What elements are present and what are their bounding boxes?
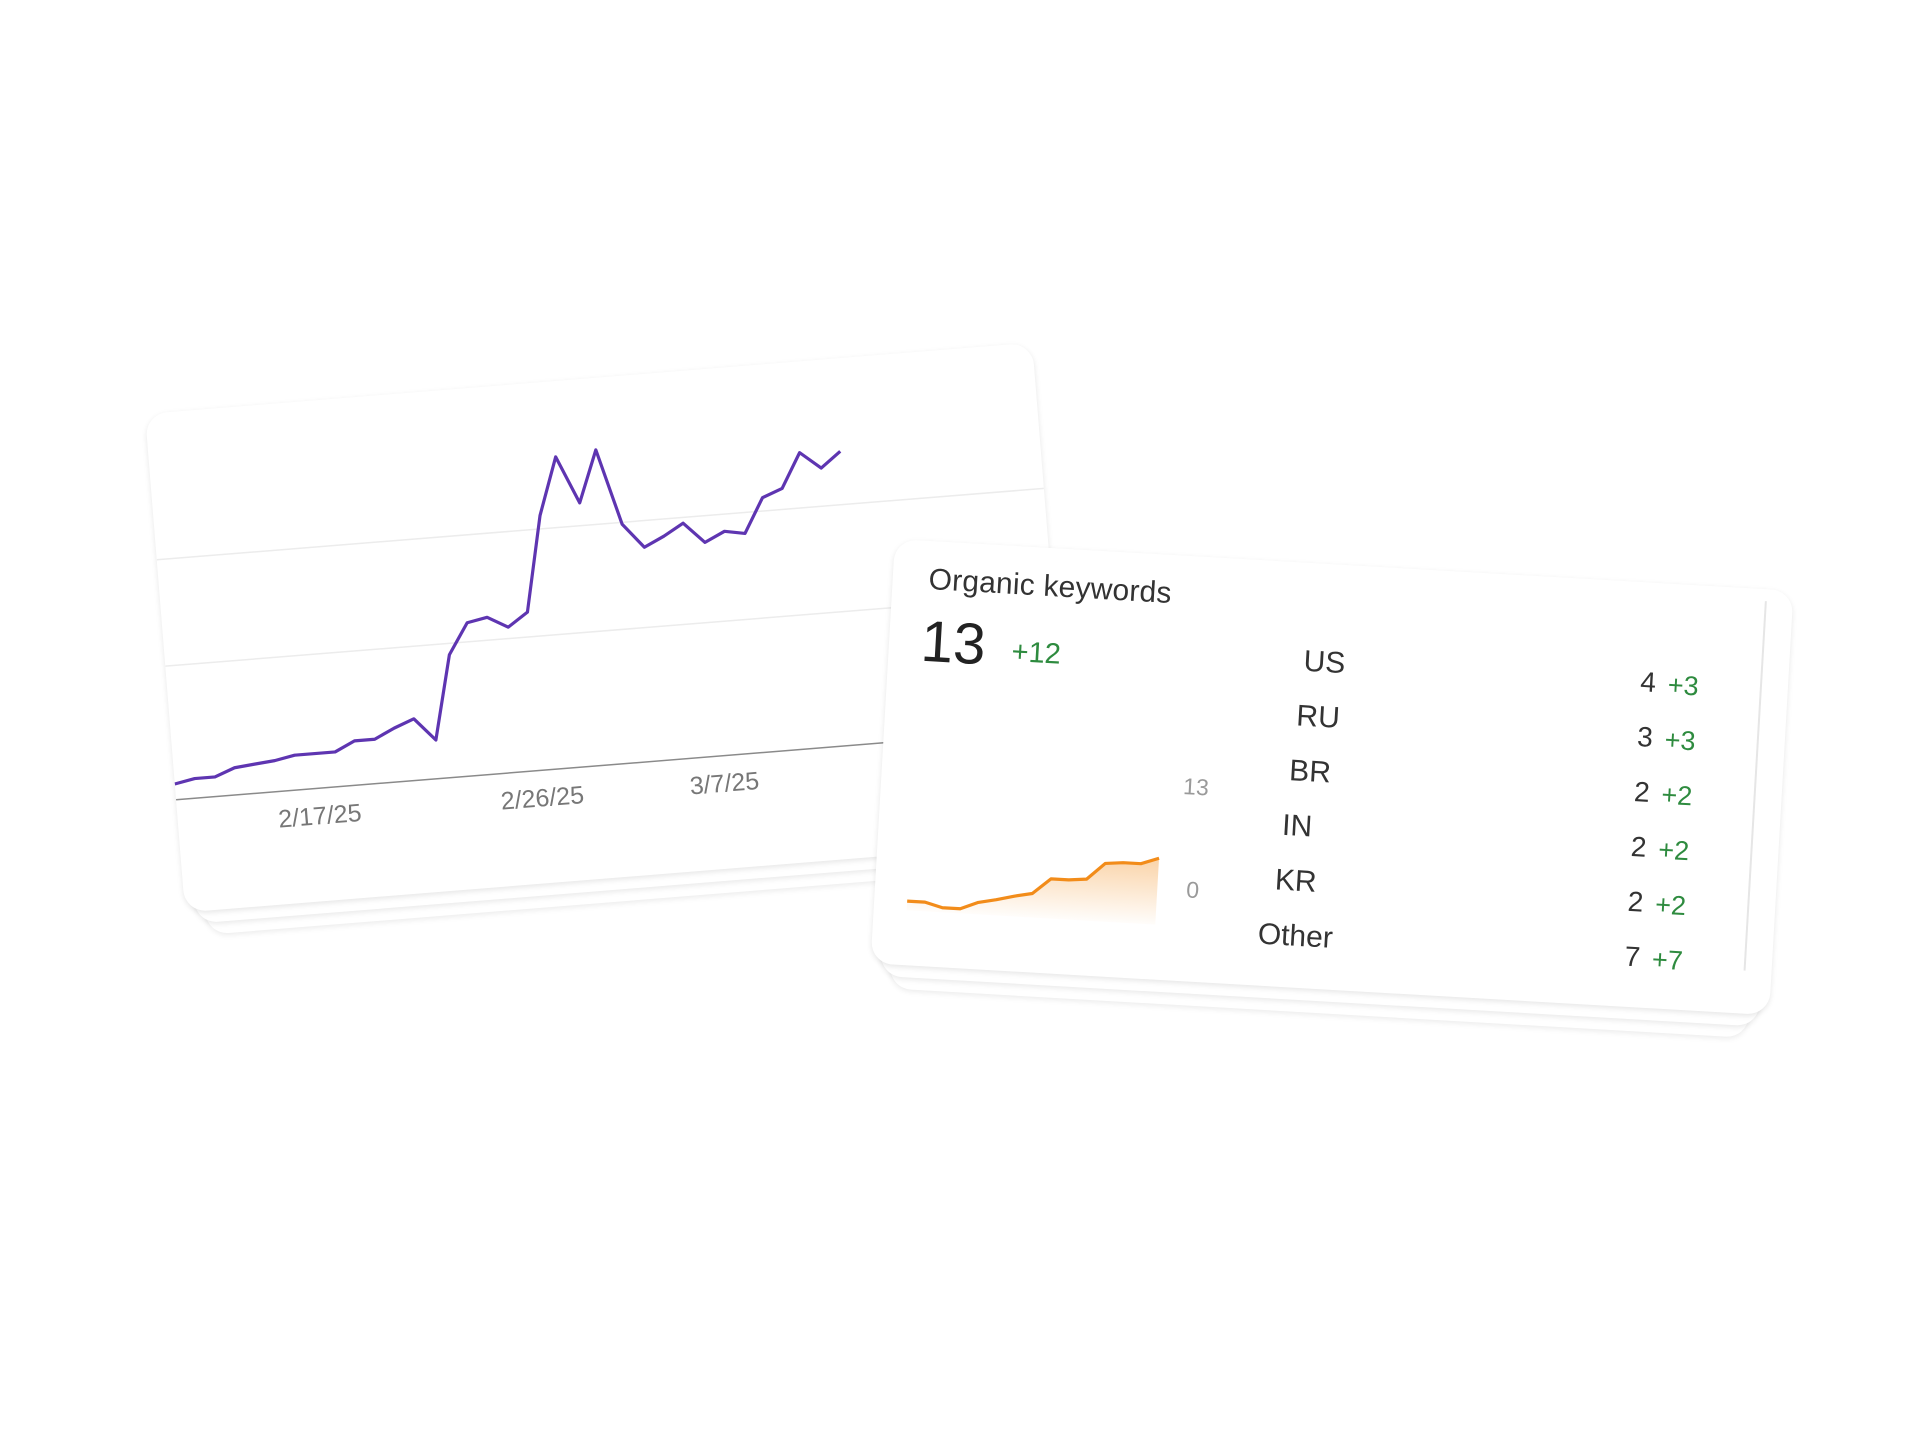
country-keyword-count: 3 — [1636, 721, 1654, 753]
organic-keywords-delta: +12 — [1010, 635, 1062, 671]
country-code: RU — [1295, 699, 1341, 735]
country-keyword-delta: +2 — [1654, 889, 1687, 922]
country-code: IN — [1281, 808, 1314, 844]
country-keyword-delta: +7 — [1651, 944, 1684, 977]
country-keyword-delta: +2 — [1657, 834, 1691, 867]
country-keyword-count: 2 — [1633, 775, 1651, 808]
traffic-card: 2/17/25 2/26/25 3/7/25 — [145, 342, 1073, 935]
organic-keywords-card-surface: Organic keywords 13 +12 13 0 US 4 +3 RU 3 +3 B… — [870, 539, 1794, 1016]
country-code: KR — [1274, 863, 1318, 899]
column-divider — [1743, 601, 1767, 971]
country-keyword-delta: +3 — [1663, 724, 1697, 757]
country-keyword-delta: +3 — [1667, 669, 1700, 702]
organic-keywords-total: 13 — [919, 608, 988, 678]
country-code: BR — [1288, 754, 1332, 790]
traffic-card-surface: 2/17/25 2/26/25 3/7/25 — [145, 342, 1073, 913]
organic-keywords-card: Organic keywords 13 +12 13 0 US 4 +3 RU 3 +3 B… — [870, 539, 1794, 1038]
country-code: US — [1302, 644, 1347, 681]
traffic-chart: 2/17/25 2/26/25 3/7/25 — [156, 448, 1064, 834]
x-tick-label: 3/7/25 — [689, 767, 761, 800]
country-keyword-count: 4 — [1639, 666, 1657, 699]
organic-keywords-sparkline — [906, 856, 1160, 925]
sparkline-area — [906, 858, 1160, 925]
organic-keywords-title: Organic keywords — [927, 563, 1173, 610]
country-keyword-count: 2 — [1630, 830, 1648, 863]
sparkline-max-label: 13 — [1182, 773, 1210, 801]
sparkline-line — [907, 856, 1160, 911]
x-tick-label: 2/26/25 — [500, 781, 585, 816]
country-keyword-delta: +2 — [1660, 779, 1694, 812]
gridline — [156, 487, 1044, 561]
country-code: Other — [1256, 917, 1334, 955]
sparkline-min-label: 0 — [1185, 876, 1200, 904]
country-keyword-count: 2 — [1626, 885, 1645, 918]
country-keyword-count: 7 — [1623, 940, 1642, 973]
traffic-series-line — [174, 448, 842, 786]
x-tick-label: 2/17/25 — [277, 799, 362, 834]
